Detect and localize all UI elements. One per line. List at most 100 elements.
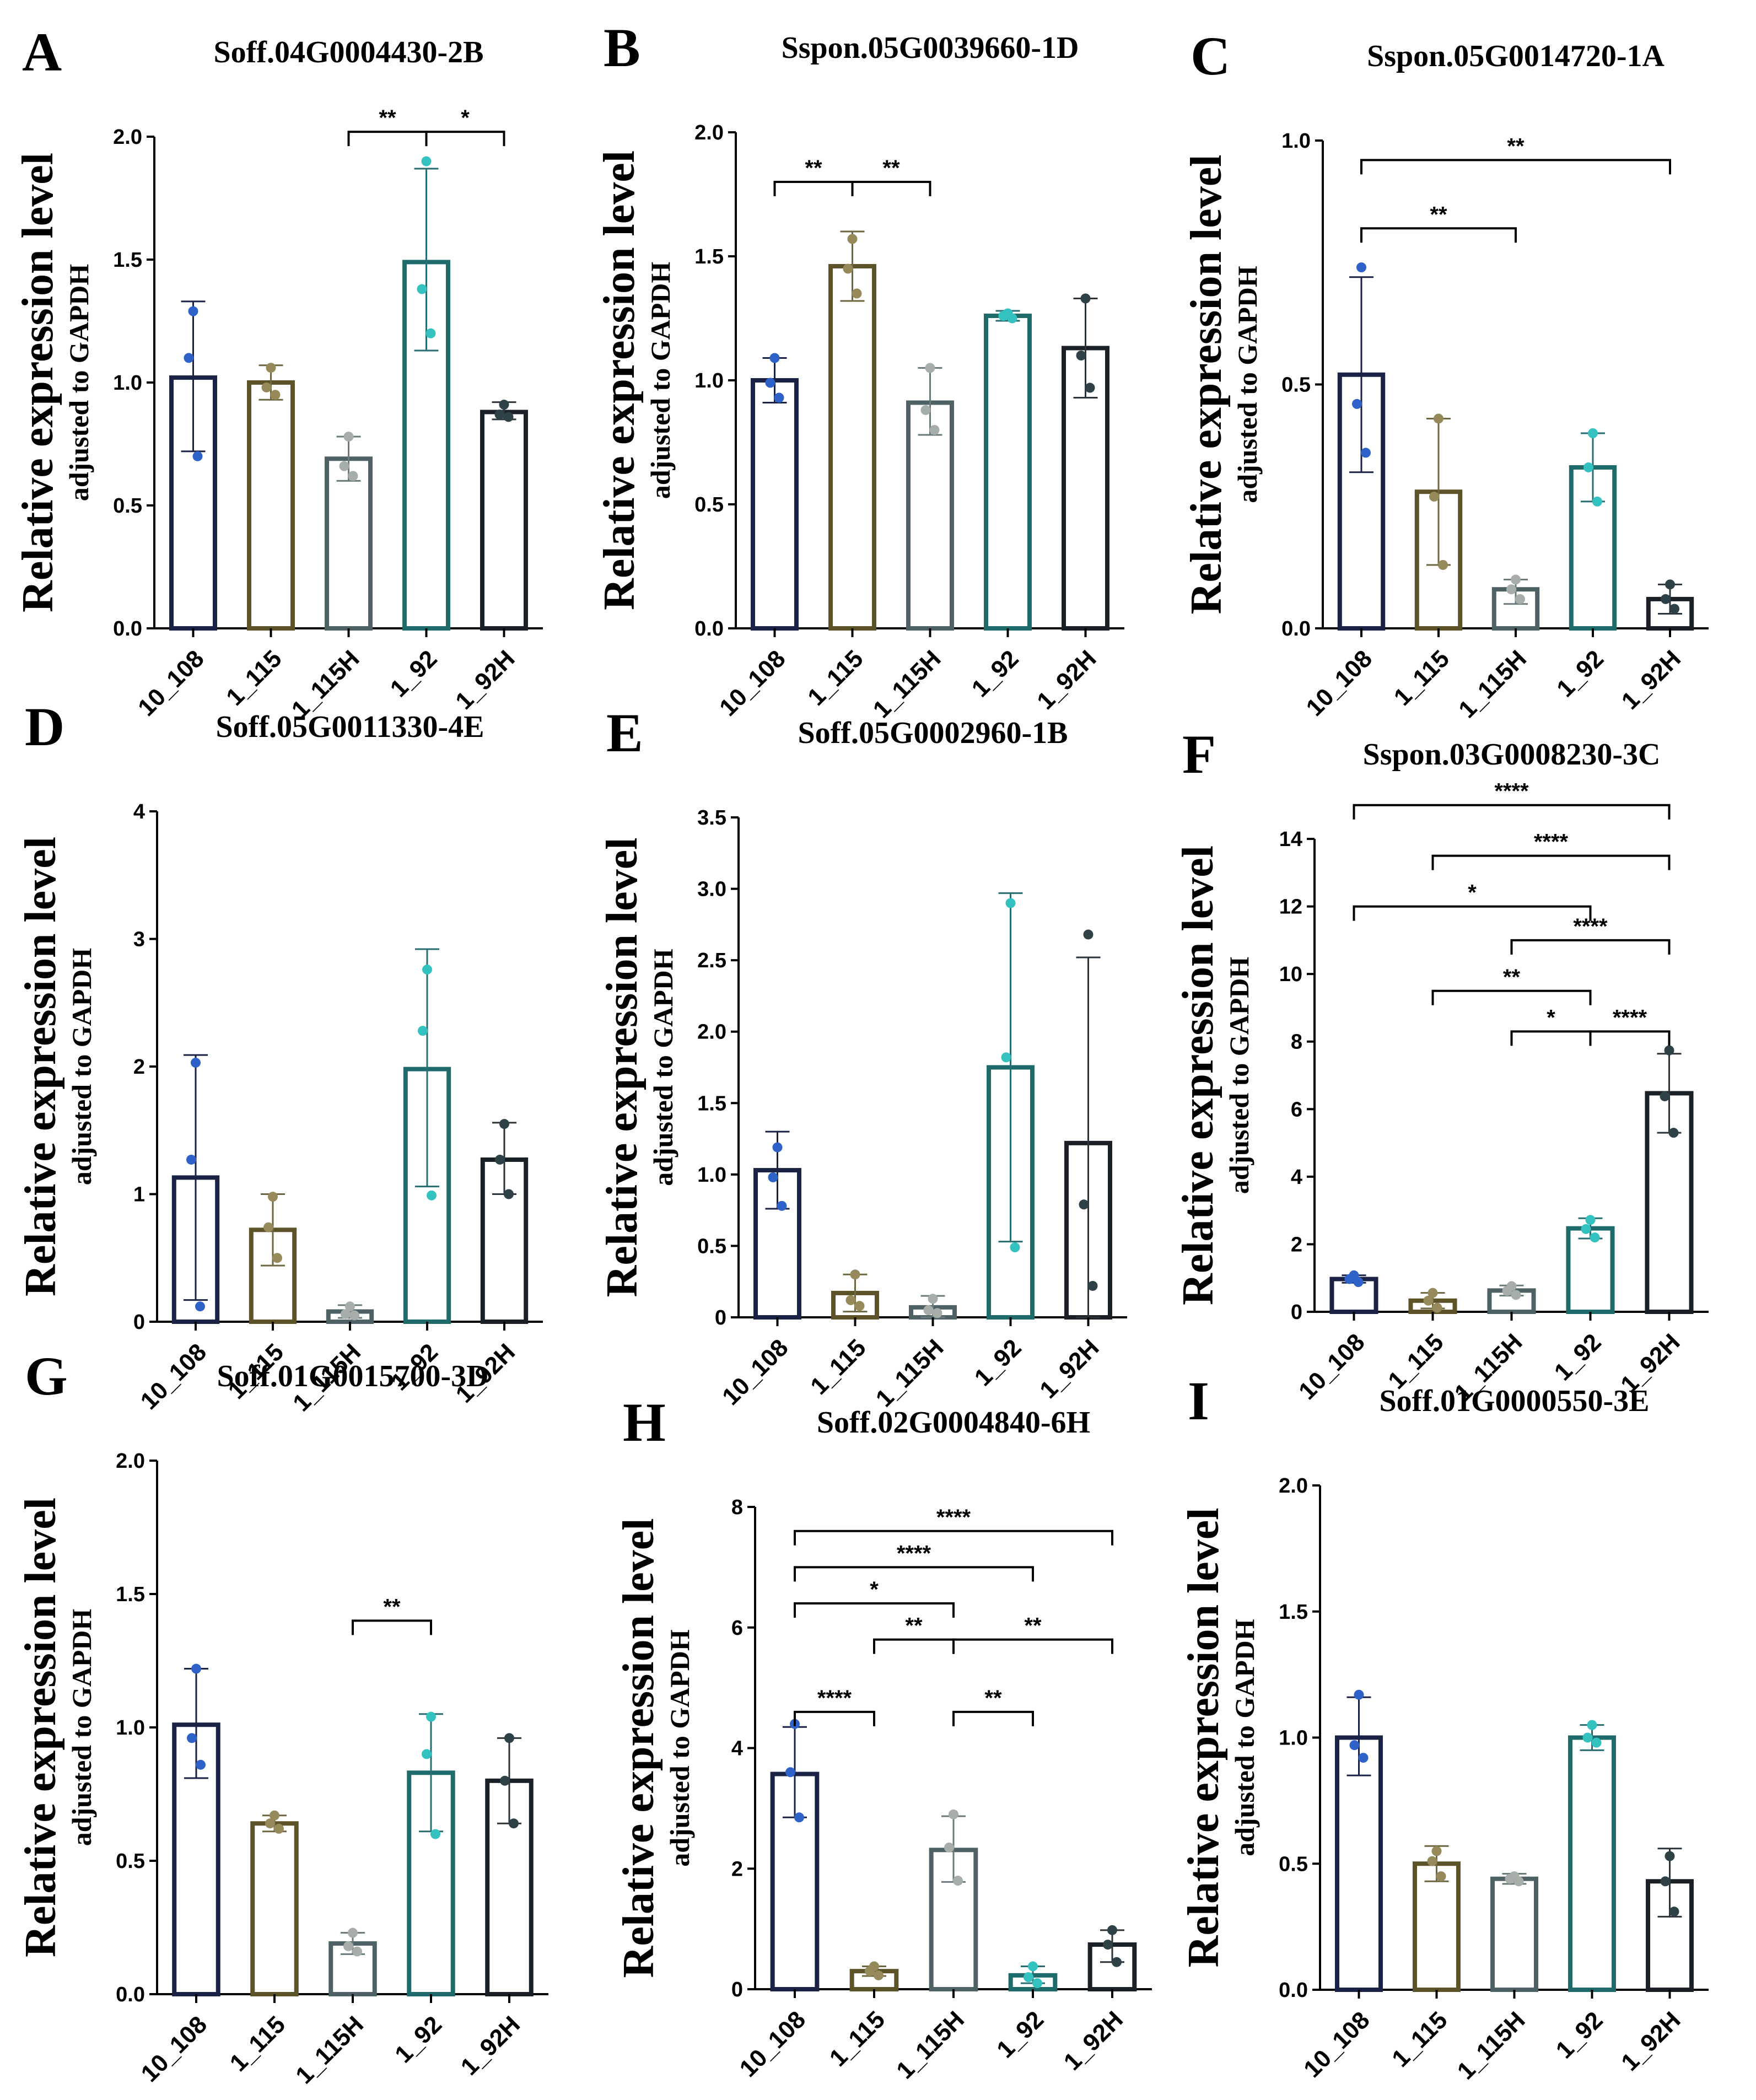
data-point bbox=[341, 1309, 351, 1320]
data-point bbox=[1669, 1907, 1679, 1917]
panel-f: F Sspon.03G0008230-3C Relative expression … bbox=[1174, 724, 1709, 1407]
data-point bbox=[192, 451, 203, 461]
x-tick-label: 1_92H bbox=[1616, 2006, 1685, 2076]
significance-bracket bbox=[1431, 854, 1671, 870]
data-point bbox=[509, 1818, 519, 1829]
significance-label: **** bbox=[1494, 779, 1529, 804]
significance-bracket bbox=[794, 1566, 1034, 1582]
significance-bracket bbox=[952, 1710, 1034, 1726]
data-point bbox=[345, 1301, 355, 1312]
significance-label: **** bbox=[1534, 830, 1569, 854]
panel-letter: H bbox=[623, 1392, 666, 1453]
significance-bracket bbox=[425, 131, 505, 147]
data-point bbox=[1007, 313, 1017, 324]
x-tick-label: 1_115H bbox=[1452, 2006, 1531, 2085]
y-tick-label: 2.5 bbox=[697, 949, 726, 972]
y-tick-label: 0.0 bbox=[116, 1983, 145, 2006]
y-axis-sublabel: adjusted to GAPDH bbox=[63, 264, 94, 502]
y-axis-label: Relative expression level bbox=[1179, 1508, 1228, 1968]
data-point bbox=[1354, 1689, 1364, 1700]
data-point bbox=[261, 382, 272, 392]
data-point bbox=[495, 1154, 505, 1165]
significance-bracket bbox=[1353, 905, 1592, 921]
data-point bbox=[1423, 1295, 1434, 1306]
data-point bbox=[494, 409, 505, 419]
significance-bracket bbox=[1431, 989, 1592, 1005]
data-point bbox=[768, 1172, 778, 1183]
bar bbox=[1566, 1226, 1615, 1314]
data-point bbox=[998, 311, 1009, 321]
data-point bbox=[785, 1767, 795, 1778]
y-tick-label: 2 bbox=[731, 1857, 743, 1881]
data-point bbox=[932, 1308, 942, 1318]
bar bbox=[480, 410, 528, 631]
data-point bbox=[777, 1200, 787, 1211]
data-point bbox=[953, 1876, 963, 1886]
data-point bbox=[1001, 1052, 1011, 1063]
y-tick-label: 3 bbox=[133, 928, 145, 951]
bar bbox=[1568, 1735, 1616, 1992]
data-point bbox=[272, 1253, 282, 1263]
y-tick-label: 0 bbox=[715, 1306, 726, 1329]
data-point bbox=[1515, 594, 1525, 604]
y-tick-label: 8 bbox=[1291, 1031, 1302, 1054]
panel-g: G Soff.01G0015700-3D Relative expression l… bbox=[17, 1345, 548, 2089]
data-point bbox=[263, 1222, 273, 1232]
data-point bbox=[1427, 1856, 1437, 1866]
y-axis-label: Relative expression level bbox=[1174, 846, 1222, 1305]
data-point bbox=[1107, 1925, 1117, 1935]
significance-label: * bbox=[461, 106, 470, 130]
data-point bbox=[1087, 1280, 1098, 1291]
data-point bbox=[270, 390, 281, 400]
x-tick-label: 1_115H bbox=[871, 1334, 949, 1412]
data-point bbox=[1080, 293, 1091, 304]
x-tick-label: 1_115 bbox=[1389, 645, 1455, 710]
bar bbox=[250, 1821, 299, 1996]
data-point bbox=[1590, 1232, 1600, 1243]
data-point bbox=[1436, 1871, 1446, 1882]
data-point bbox=[1665, 1851, 1675, 1861]
data-point bbox=[268, 1192, 278, 1202]
data-point bbox=[949, 1809, 958, 1819]
y-tick-label: 1.5 bbox=[694, 245, 724, 268]
bar bbox=[751, 378, 799, 631]
significance-label: ** bbox=[805, 156, 822, 180]
y-tick-label: 3.5 bbox=[697, 806, 726, 830]
y-tick-label: 1.0 bbox=[116, 1716, 145, 1740]
data-point bbox=[266, 363, 276, 373]
significance-label: * bbox=[870, 1577, 879, 1602]
y-axis-label: Relative expression level bbox=[598, 838, 647, 1297]
panel-b: B Sspon.05G0039660-1D Relative expression … bbox=[595, 17, 1124, 723]
significance-bracket bbox=[1589, 1030, 1671, 1046]
data-point bbox=[845, 1295, 856, 1305]
y-axis-sublabel: adjusted to GAPDH bbox=[1232, 266, 1263, 503]
y-tick-label: 0.5 bbox=[116, 1850, 145, 1873]
y-tick-label: 0 bbox=[133, 1311, 145, 1334]
y-axis-sublabel: adjusted to GAPDH bbox=[648, 949, 678, 1186]
panel-letter: F bbox=[1182, 724, 1216, 785]
x-tick-label: 10_108 bbox=[136, 1338, 212, 1414]
x-tick-label: 1_92H bbox=[1032, 645, 1101, 714]
y-tick-label: 2.0 bbox=[113, 126, 142, 149]
data-point bbox=[430, 1829, 440, 1839]
x-tick-label: 1_92 bbox=[967, 645, 1024, 702]
panel-letter: I bbox=[1188, 1370, 1209, 1431]
bar bbox=[906, 400, 954, 631]
significance-label: ** bbox=[984, 1686, 1002, 1710]
significance-bracket bbox=[352, 1619, 432, 1635]
data-point bbox=[874, 1970, 884, 1980]
significance-bracket bbox=[1510, 1030, 1592, 1046]
data-point bbox=[1083, 929, 1094, 940]
significance-label: * bbox=[1468, 881, 1477, 905]
y-axis-label: Relative expression level bbox=[595, 150, 644, 610]
significance-bracket bbox=[1353, 804, 1671, 820]
data-point bbox=[928, 1294, 938, 1304]
significance-label: **** bbox=[897, 1541, 931, 1565]
data-point bbox=[425, 328, 436, 338]
bar bbox=[828, 264, 876, 631]
x-tick-label: 10_108 bbox=[1301, 645, 1377, 721]
data-point bbox=[1085, 383, 1095, 393]
data-point bbox=[1112, 1957, 1122, 1967]
panel-e: E Soff.05G0002960-1B Relative expression l… bbox=[598, 702, 1127, 1412]
panel-title: Soff.01G0015700-3D bbox=[217, 1359, 488, 1393]
